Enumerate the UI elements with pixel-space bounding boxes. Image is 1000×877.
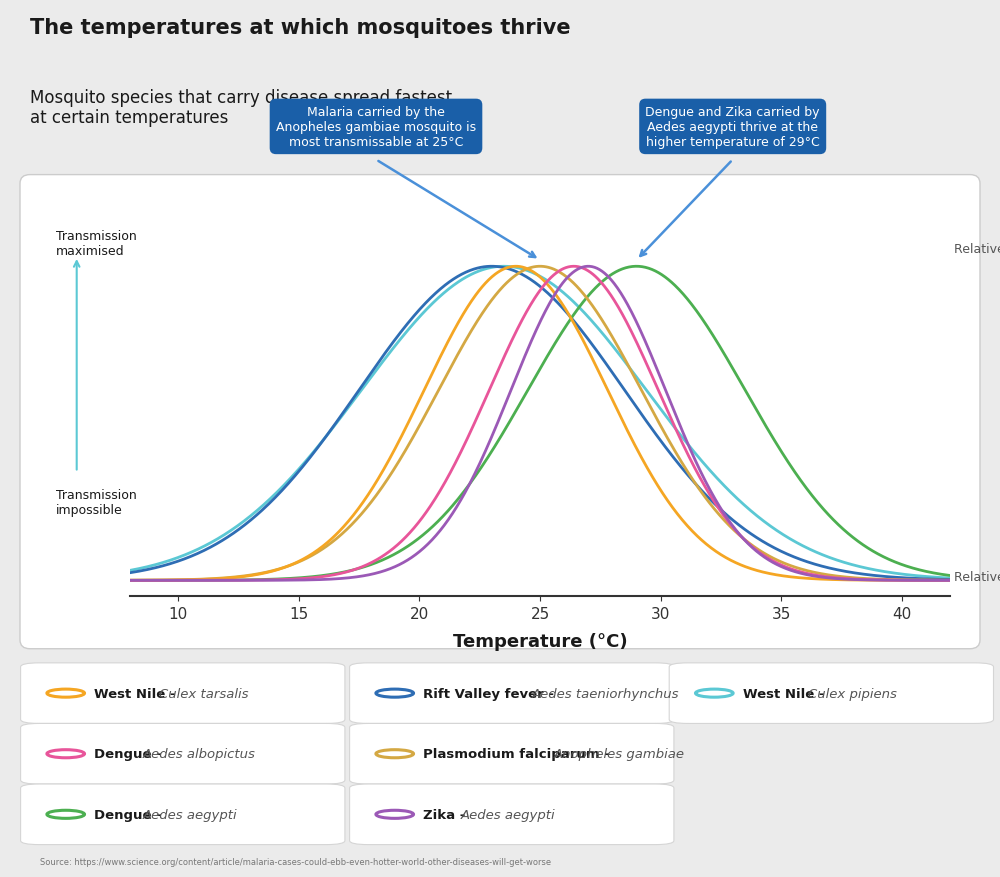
FancyBboxPatch shape (350, 663, 674, 724)
FancyBboxPatch shape (350, 724, 674, 784)
FancyBboxPatch shape (669, 663, 993, 724)
FancyBboxPatch shape (21, 663, 345, 724)
Text: Plasmodium falciparum -: Plasmodium falciparum - (423, 747, 614, 760)
Text: Malaria carried by the
Anopheles gambiae mosquito is
most transmissable at 25°C: Malaria carried by the Anopheles gambiae… (276, 106, 476, 149)
Text: West Nile -: West Nile - (94, 687, 180, 700)
Text: Transmission
maximised: Transmission maximised (56, 230, 137, 258)
Text: Zika -: Zika - (423, 808, 470, 821)
FancyBboxPatch shape (350, 784, 674, 845)
Text: Culex pipiens: Culex pipiens (808, 687, 897, 700)
Text: Relative R₀ =1: Relative R₀ =1 (954, 243, 1000, 255)
Text: The temperatures at which mosquitoes thrive: The temperatures at which mosquitoes thr… (30, 18, 571, 38)
Text: West Nile -: West Nile - (743, 687, 829, 700)
Text: Anopheles gambiae: Anopheles gambiae (554, 747, 685, 760)
Text: Dengue -: Dengue - (94, 747, 166, 760)
Text: Relative R₀ =0: Relative R₀ =0 (954, 571, 1000, 583)
Text: Transmission
impossible: Transmission impossible (56, 488, 137, 517)
Text: Culex tarsalis: Culex tarsalis (159, 687, 249, 700)
Text: Aedes albopictus: Aedes albopictus (143, 747, 256, 760)
Text: Aedes taeniorhynchus: Aedes taeniorhynchus (532, 687, 679, 700)
FancyBboxPatch shape (21, 724, 345, 784)
Text: Aedes aegypti: Aedes aegypti (143, 808, 238, 821)
Text: Source: https://www.science.org/content/article/malaria-cases-could-ebb-even-hot: Source: https://www.science.org/content/… (40, 858, 551, 866)
Text: Mosquito species that carry disease spread fastest
at certain temperatures: Mosquito species that carry disease spre… (30, 89, 452, 127)
Text: Dengue -: Dengue - (94, 808, 166, 821)
Text: Dengue and Zika carried by
Aedes aegypti thrive at the
higher temperature of 29°: Dengue and Zika carried by Aedes aegypti… (645, 106, 820, 149)
Text: Aedes aegypti: Aedes aegypti (461, 808, 556, 821)
FancyBboxPatch shape (21, 784, 345, 845)
X-axis label: Temperature (°C): Temperature (°C) (453, 632, 627, 650)
Text: Rift Valley fever -: Rift Valley fever - (423, 687, 559, 700)
